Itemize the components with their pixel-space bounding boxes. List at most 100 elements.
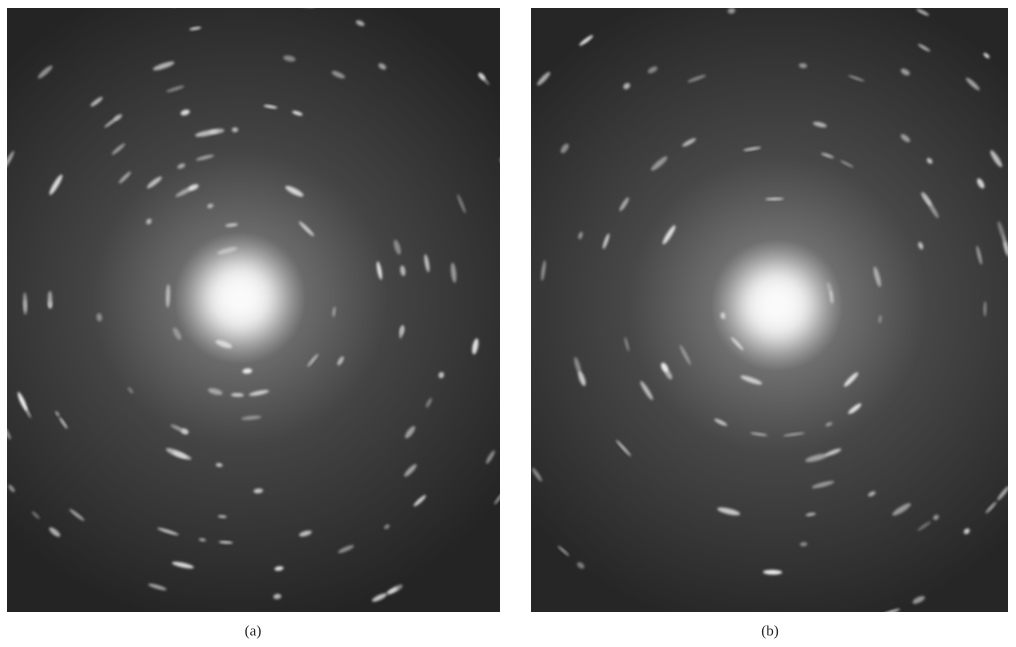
diffraction-spot bbox=[578, 231, 583, 240]
diffraction-spot bbox=[616, 440, 631, 457]
central-beam bbox=[745, 273, 809, 337]
diffraction-spot bbox=[8, 484, 15, 493]
diffraction-spot bbox=[602, 233, 610, 249]
diffraction-spot bbox=[216, 0, 232, 1]
diffraction-spot bbox=[299, 530, 312, 537]
diffraction-spot bbox=[7, 427, 11, 440]
diffraction-spot bbox=[274, 566, 284, 571]
diffraction-spot bbox=[518, 352, 525, 371]
diffraction-spot bbox=[662, 225, 676, 245]
diffraction-spot bbox=[783, 432, 805, 437]
diffraction-spot bbox=[504, 321, 508, 338]
diffraction-spot bbox=[372, 593, 387, 602]
diffraction-spot bbox=[917, 521, 931, 531]
diffraction-spot bbox=[579, 35, 594, 46]
diffraction-spot bbox=[253, 488, 264, 494]
diffraction-spot bbox=[687, 74, 706, 83]
diffraction-spot bbox=[750, 432, 768, 436]
diffraction-spot bbox=[23, 292, 28, 315]
diffraction-spot bbox=[127, 387, 134, 394]
diffraction-spot bbox=[624, 336, 630, 352]
diffraction-spot bbox=[623, 82, 631, 90]
diffraction-spot bbox=[263, 105, 278, 109]
diffraction-spot bbox=[198, 538, 206, 542]
diffraction-spot bbox=[225, 223, 238, 227]
diffraction-spot bbox=[231, 127, 239, 133]
diffraction-spot bbox=[506, 284, 510, 304]
diffraction-spot bbox=[384, 524, 390, 530]
diffraction-spot bbox=[848, 75, 865, 82]
diffraction-spot bbox=[965, 77, 980, 91]
diffraction-spot bbox=[821, 152, 834, 159]
diffraction-spot bbox=[146, 176, 162, 189]
diffraction-spot bbox=[900, 68, 910, 76]
diffraction-spot bbox=[825, 448, 842, 457]
diffraction-spot bbox=[96, 313, 103, 322]
diffraction-spot bbox=[207, 203, 214, 209]
diffraction-spot bbox=[189, 26, 202, 31]
diffraction-spot bbox=[0, 326, 5, 335]
diffraction-spot bbox=[660, 362, 669, 373]
diffraction-spot bbox=[49, 174, 63, 195]
diffraction-spot bbox=[215, 463, 223, 467]
diffraction-spot bbox=[763, 569, 783, 575]
diffraction-spot bbox=[241, 415, 262, 420]
diffraction-spot bbox=[478, 73, 490, 85]
diffraction-spot bbox=[387, 587, 398, 594]
diffraction-spot bbox=[983, 301, 987, 317]
diffraction-spot bbox=[37, 65, 53, 79]
diffraction-spot bbox=[332, 306, 336, 318]
diffraction-spot bbox=[172, 451, 192, 460]
diffraction-spot bbox=[59, 417, 68, 429]
diffraction-spot bbox=[829, 290, 834, 304]
diffraction-spot bbox=[647, 66, 658, 74]
diffraction-spot bbox=[997, 485, 1008, 501]
diffraction-spot bbox=[217, 247, 238, 255]
diffraction-spot bbox=[285, 185, 304, 197]
diffraction-spot bbox=[990, 150, 1003, 168]
diffraction-spot bbox=[560, 143, 569, 154]
diffraction-spot bbox=[506, 172, 518, 192]
diffraction-spot bbox=[208, 388, 223, 395]
diffraction-spot bbox=[404, 464, 417, 477]
diffraction-spot bbox=[424, 254, 430, 273]
diffraction-spot bbox=[983, 52, 990, 59]
diffraction-spot bbox=[165, 284, 171, 308]
diffraction-spot bbox=[450, 262, 457, 283]
diffraction-spot bbox=[113, 114, 123, 121]
diffraction-spot bbox=[248, 390, 270, 396]
diffraction-spot bbox=[355, 20, 365, 27]
diffraction-spot bbox=[963, 528, 970, 535]
diffraction-spot bbox=[376, 261, 383, 280]
diffraction-spot bbox=[217, 515, 227, 519]
diffraction-spot bbox=[510, 175, 515, 182]
diffraction-spot bbox=[532, 467, 543, 482]
diffraction-spot bbox=[1002, 235, 1008, 255]
diffraction-spot bbox=[293, 0, 316, 9]
diffraction-spot bbox=[69, 509, 85, 521]
diffraction-spot bbox=[878, 315, 882, 324]
diffraction-spot bbox=[146, 218, 152, 225]
diffraction-spot bbox=[844, 372, 859, 387]
diffraction-spot bbox=[307, 353, 319, 367]
diffraction-spot bbox=[805, 453, 828, 462]
diffraction-spot bbox=[513, 319, 518, 329]
diffraction-spot bbox=[799, 542, 808, 547]
diffraction-spot bbox=[172, 561, 194, 569]
diffraction-spot bbox=[177, 163, 186, 169]
diffraction-spot bbox=[215, 340, 233, 349]
diffraction-spot bbox=[170, 0, 191, 7]
diffraction-spot bbox=[413, 495, 426, 507]
diffraction-spot bbox=[218, 626, 233, 631]
diffraction-spot bbox=[90, 96, 103, 107]
diffraction-spot bbox=[985, 501, 997, 514]
diffraction-spot bbox=[148, 583, 167, 591]
diffraction-spot bbox=[310, 616, 329, 623]
diffraction-spot bbox=[337, 356, 344, 366]
diffraction-spot bbox=[331, 71, 345, 79]
diffraction-spot bbox=[166, 85, 185, 93]
diffraction-spot bbox=[619, 197, 629, 212]
diffraction-spot bbox=[976, 178, 985, 189]
diffraction-spot bbox=[525, 223, 532, 246]
